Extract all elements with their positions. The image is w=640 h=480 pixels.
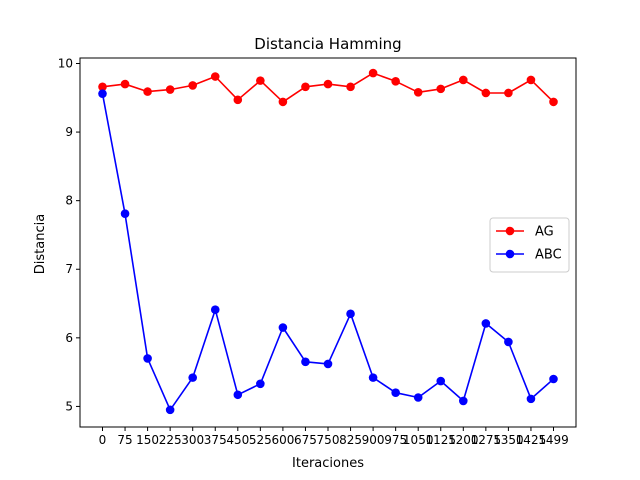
legend-label: AG (535, 225, 554, 240)
data-point-abc (233, 390, 243, 400)
x-tick-label: 225 (159, 433, 182, 447)
x-tick-label: 1200 (448, 433, 479, 447)
y-tick-label: 9 (65, 125, 73, 139)
x-tick-label: 600 (271, 433, 294, 447)
data-point-ag (210, 72, 220, 81)
data-point-ag (98, 82, 107, 92)
data-point-abc (188, 373, 197, 382)
legend-box (489, 217, 570, 273)
data-point-abc (165, 405, 175, 415)
x-tick-label: 750 (317, 433, 340, 447)
data-point-ag (120, 79, 130, 89)
data-point-abc (323, 359, 333, 369)
data-point-abc (481, 319, 491, 328)
x-tick-label: 900 (362, 433, 385, 447)
x-tick-label: 1050 (403, 433, 434, 447)
data-point-ag (143, 87, 152, 96)
data-point-ag (459, 75, 468, 85)
x-tick-label: 1350 (493, 433, 524, 447)
data-point-abc (278, 323, 288, 332)
data-point-ag (368, 68, 378, 78)
y-tick-label: 6 (65, 331, 73, 345)
data-point-ag (323, 79, 333, 89)
data-point-ag (256, 76, 265, 85)
x-tick-label: 1499 (538, 433, 569, 447)
y-tick-label: 10 (58, 56, 73, 70)
x-tick-label: 75 (117, 433, 132, 447)
legend-swatch-marker (505, 226, 515, 236)
data-point-abc (346, 309, 355, 319)
data-point-ag (346, 82, 355, 92)
data-point-ag (165, 85, 175, 94)
data-point-abc (549, 374, 558, 384)
data-point-abc (391, 388, 400, 398)
x-tick-label: 825 (339, 433, 362, 447)
legend: AG ABC (489, 217, 570, 273)
x-tick-label: 150 (136, 433, 159, 447)
data-point-abc (504, 337, 513, 347)
data-point-abc (256, 379, 265, 389)
plot-area: 5 6 7 8 9 10 0 75 150 225 300 375 450 525 600 675 750 825… (58, 56, 577, 447)
legend-swatch-marker (505, 249, 515, 259)
data-point-abc (526, 394, 536, 404)
x-tick-label: 975 (384, 433, 407, 447)
y-tick-label: 8 (65, 194, 73, 208)
chart-title: Distancia Hamming (254, 35, 401, 53)
data-point-ag (413, 87, 423, 97)
data-point-abc (143, 354, 152, 363)
x-tick-label: 375 (204, 433, 227, 447)
data-point-ag (278, 97, 288, 107)
x-tick-label: 0 (99, 433, 107, 447)
x-tick-label: 1125 (425, 433, 456, 447)
x-tick-label: 1275 (471, 433, 502, 447)
data-point-abc (120, 209, 130, 218)
data-point-abc (98, 89, 107, 98)
data-point-ag (233, 95, 243, 105)
x-tick-label: 300 (181, 433, 204, 447)
legend-label: ABC (535, 248, 562, 263)
data-point-ag (391, 77, 400, 86)
x-tick-label: 525 (249, 433, 272, 447)
x-tick-label: 1425 (516, 433, 547, 447)
data-point-ag (301, 82, 310, 92)
data-point-ag (188, 81, 197, 90)
x-axis-title: Iteraciones (292, 456, 364, 471)
data-point-ag (549, 97, 558, 107)
y-axis-title: Distancia (33, 214, 48, 274)
data-point-ag (481, 88, 491, 98)
data-point-ag (436, 84, 446, 94)
data-point-abc (368, 373, 378, 382)
data-point-abc (210, 305, 220, 315)
data-point-ag (504, 88, 513, 98)
data-point-abc (436, 376, 446, 386)
data-point-abc (301, 357, 310, 367)
data-point-ag (526, 75, 536, 85)
data-point-abc (413, 393, 423, 402)
x-tick-label: 675 (294, 433, 317, 447)
data-point-abc (459, 396, 468, 406)
y-tick-label: 5 (65, 399, 73, 413)
x-tick-label: 450 (226, 433, 249, 447)
y-tick-label: 7 (65, 262, 73, 276)
